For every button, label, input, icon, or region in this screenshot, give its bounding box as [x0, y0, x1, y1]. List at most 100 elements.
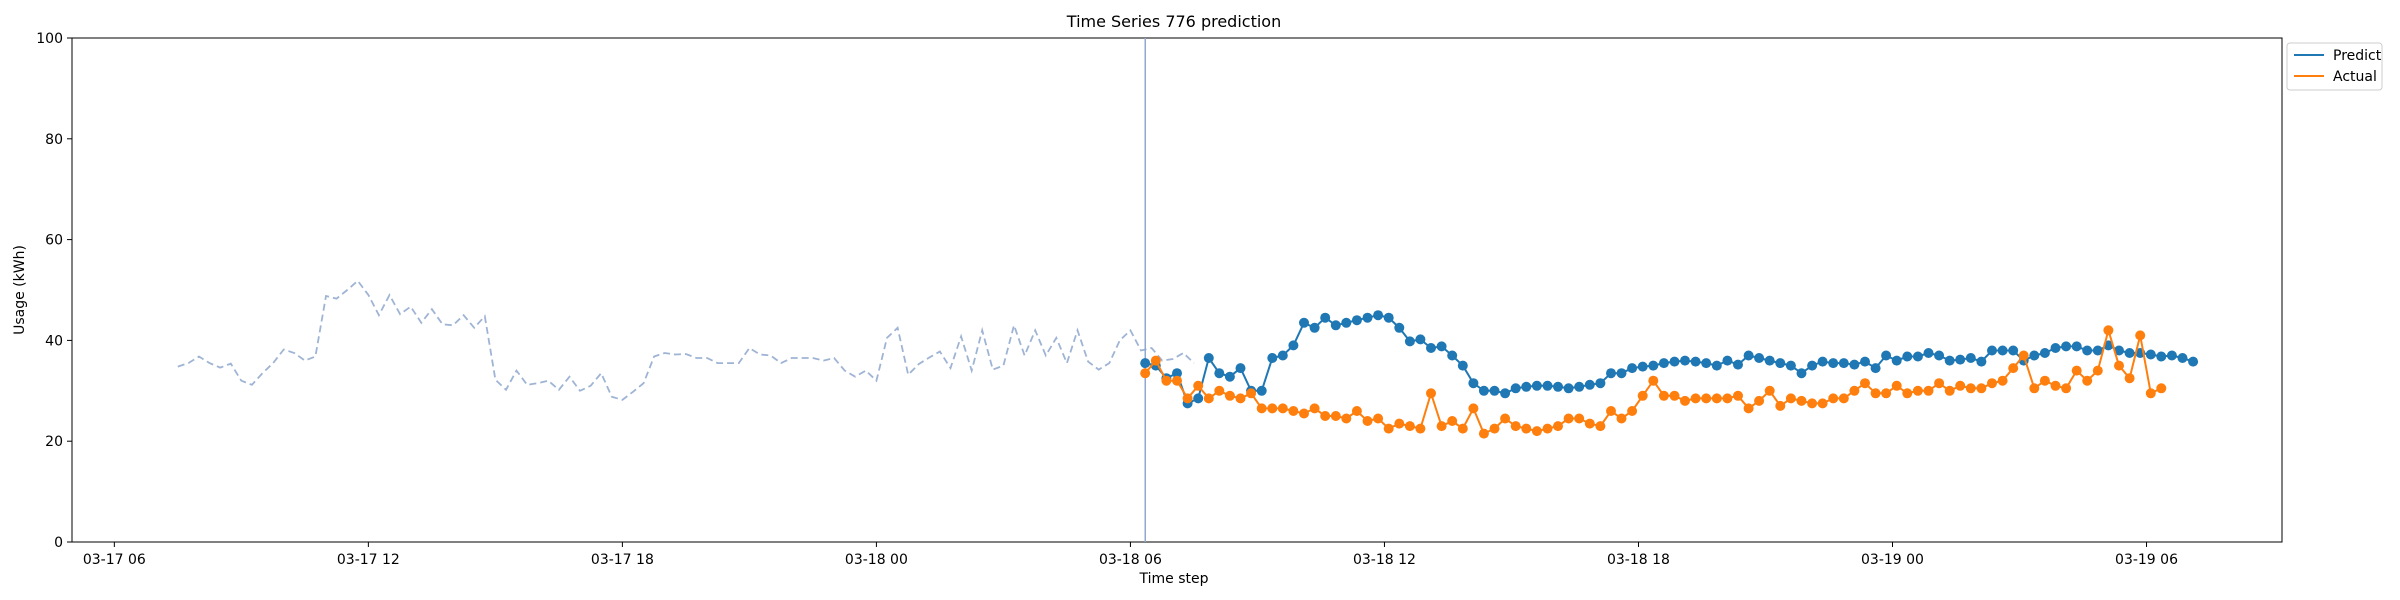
predict-point: [1997, 345, 2008, 356]
actual-point: [1891, 380, 1902, 391]
actual-point: [1669, 390, 1680, 401]
predict-point: [1891, 355, 1902, 366]
predict-point: [1224, 371, 1235, 382]
x-tick-label: 03-17 18: [591, 552, 654, 568]
predict-point: [1680, 355, 1690, 366]
actual-point: [2061, 383, 2072, 394]
legend-actual-label: Actual: [2333, 69, 2377, 85]
predict-point: [2092, 345, 2103, 356]
predict-point: [1912, 351, 1923, 362]
actual-point: [1214, 385, 1225, 396]
actual-point: [1754, 395, 1765, 406]
actual-point: [1426, 388, 1436, 399]
actual-point: [1606, 406, 1616, 416]
predict-point: [1415, 334, 1426, 345]
actual-point: [2029, 383, 2040, 394]
predict-point: [1595, 378, 1606, 389]
predict-point: [1341, 317, 1352, 328]
actual-point: [1330, 411, 1341, 421]
actual-point: [1902, 388, 1913, 399]
predict-point: [1193, 393, 1204, 404]
predict-point: [1140, 358, 1151, 369]
actual-point: [1722, 393, 1733, 404]
legend-predict-label: Predict: [2333, 48, 2382, 64]
predict-point: [1574, 381, 1585, 392]
plot-frame: [71, 37, 2283, 543]
actual-point: [1616, 413, 1627, 424]
plot-area: 0 20 40 60 80 100 03-17 06 03-17 12 03-17 18 03-1…: [36, 31, 2283, 568]
predict-point: [2166, 350, 2177, 361]
predict-point: [1711, 360, 1722, 371]
actual-point: [1912, 385, 1923, 396]
x-axis-label: Time step: [1139, 571, 1209, 587]
predict-point: [1309, 322, 1320, 333]
predict-point: [2061, 341, 2072, 352]
actual-point: [1743, 403, 1754, 414]
predict-point: [1521, 381, 1532, 392]
predict-point: [1330, 320, 1341, 331]
x-tick-label: 03-17 12: [337, 552, 400, 568]
predict-point: [1902, 351, 1913, 362]
y-tick-label: 40: [45, 333, 63, 349]
predict-point: [1256, 385, 1267, 396]
actual-point: [1838, 393, 1849, 404]
x-tick-label: 03-18 12: [1353, 552, 1416, 568]
actual-point: [1277, 403, 1288, 414]
actual-point: [1193, 380, 1204, 391]
actual-point: [1351, 406, 1362, 416]
actual-point: [1648, 375, 1659, 386]
predict-point: [1987, 345, 1997, 356]
predict-point: [1542, 380, 1553, 391]
predict-point: [1722, 355, 1733, 366]
actual-point: [1161, 375, 1172, 386]
predict-point: [1828, 358, 1839, 369]
actual-point: [2071, 365, 2082, 376]
predict-point: [1299, 317, 1309, 328]
actual-point: [2156, 383, 2167, 394]
actual-point: [1309, 403, 1320, 414]
predict-point: [1934, 350, 1945, 361]
actual-point: [1711, 393, 1722, 404]
actual-point: [1415, 423, 1426, 434]
predict-point: [1383, 312, 1394, 323]
actual-point: [1701, 393, 1712, 404]
actual-point: [1955, 380, 1966, 391]
actual-point: [1553, 421, 1563, 432]
x-tick-label: 03-18 06: [1099, 552, 1162, 568]
actual-point: [1997, 375, 2008, 386]
actual-point: [1595, 421, 1606, 432]
predict-point: [1838, 358, 1849, 369]
predict-point: [1849, 359, 1860, 370]
predict-point: [1923, 348, 1934, 358]
actual-point: [1923, 385, 1934, 396]
predict-point: [1457, 360, 1468, 371]
actual-point: [1478, 428, 1489, 439]
predict-point: [1553, 381, 1563, 392]
actual-point: [1383, 423, 1394, 434]
actual-point: [1521, 423, 1532, 434]
predict-point: [1965, 353, 1976, 363]
actual-point: [1362, 416, 1373, 426]
predict-point: [1817, 356, 1828, 367]
predict-point: [2029, 350, 2040, 361]
actual-point: [1563, 413, 1574, 424]
predict-point: [1658, 358, 1669, 369]
predict-point: [1627, 363, 1638, 374]
predict-point: [1288, 340, 1299, 351]
predict-point: [1320, 312, 1331, 323]
actual-point: [2103, 325, 2114, 336]
y-tick-label: 80: [45, 132, 63, 148]
actual-point: [1140, 368, 1151, 379]
actual-point: [2114, 360, 2124, 371]
actual-point: [2039, 375, 2050, 386]
actual-point: [2135, 330, 2146, 341]
predict-point: [1362, 312, 1373, 323]
actual-point: [2082, 375, 2093, 386]
predict-point: [1754, 353, 1765, 363]
actual-point: [1373, 413, 1384, 424]
predict-point: [1351, 315, 1362, 326]
actual-point: [1457, 423, 1468, 434]
x-tick-label: 03-19 00: [1861, 552, 1924, 568]
predict-point: [1373, 310, 1384, 321]
predict-point: [1426, 343, 1436, 353]
